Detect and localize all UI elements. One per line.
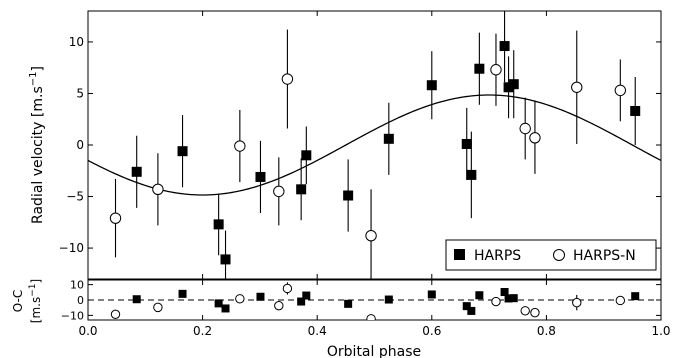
harps-n-point xyxy=(615,295,626,306)
harps-point xyxy=(631,292,640,301)
legend-harps-label: HARPS xyxy=(474,248,521,264)
harps-point xyxy=(221,304,230,313)
harps-point xyxy=(462,302,471,311)
harps-n-point xyxy=(572,297,582,308)
harps-n-point xyxy=(153,302,163,313)
harps-point xyxy=(255,171,266,182)
y-tick-label: −10 xyxy=(61,309,84,322)
harps-n-point xyxy=(520,306,530,316)
harps-point xyxy=(500,288,509,296)
legend-harps-n-marker xyxy=(553,249,565,261)
y-tick-label: 5 xyxy=(76,86,84,100)
harps-point xyxy=(132,295,141,304)
harps-point xyxy=(296,184,307,195)
harps-point xyxy=(499,41,510,52)
harps-n-point xyxy=(110,309,121,320)
x-axis-label: Orbital phase xyxy=(327,344,421,358)
harps-point xyxy=(213,219,224,230)
x-tick-label: 0.2 xyxy=(193,324,212,338)
plot-area xyxy=(88,11,661,279)
y-axis-label: Radial velocity [m.s−1] xyxy=(28,66,46,224)
harps-n-point xyxy=(235,294,245,304)
harps-point xyxy=(301,150,312,161)
residual-y-label: O-C xyxy=(11,290,25,313)
harps-n-point xyxy=(571,81,583,93)
x-tick-label: 0.0 xyxy=(78,324,97,338)
harps-point xyxy=(178,289,187,298)
y-tick-label: −10 xyxy=(59,241,84,255)
residuals-panel: 0.0 0.2 0.4 0.6 0.8 1.0 −10 0 10 O-C [m.s−1] xyxy=(11,279,671,338)
legend-box xyxy=(445,239,657,271)
harps-point xyxy=(630,105,641,116)
harps-n-point xyxy=(530,307,540,318)
harps-point xyxy=(220,254,231,265)
harps-point xyxy=(343,190,354,201)
harps-point xyxy=(131,166,142,177)
y-tick-label: 10 xyxy=(70,279,84,292)
harps-n-point xyxy=(491,296,501,307)
harps-n-point xyxy=(234,140,246,152)
harps-point xyxy=(503,82,514,93)
harps-point xyxy=(467,306,476,315)
legend-harps-marker xyxy=(454,249,465,260)
harps-n-point xyxy=(490,64,502,76)
harps-point xyxy=(461,138,472,149)
harps-n-point xyxy=(614,84,627,97)
harps-point xyxy=(509,294,518,303)
x-tick-label: 0.4 xyxy=(308,324,327,338)
harps-point xyxy=(302,291,311,300)
harps-point xyxy=(256,292,265,301)
y-tick-label: 0 xyxy=(76,138,84,152)
x-tick-label: 0.6 xyxy=(422,324,441,338)
y-tick-label: 0 xyxy=(77,294,84,307)
harps-point xyxy=(427,290,436,299)
harps-point xyxy=(466,169,477,180)
harps-point xyxy=(508,79,519,90)
residual-y-unit: [m.s−1] xyxy=(28,279,43,323)
harps-n-point xyxy=(274,300,284,311)
harps-point xyxy=(384,295,393,304)
harps-n-point xyxy=(366,314,376,320)
harps-point xyxy=(214,299,223,308)
y-tick-label: −5 xyxy=(66,190,84,204)
harps-n-point xyxy=(282,283,293,294)
harps-n-point xyxy=(152,183,164,196)
harps-point xyxy=(177,146,188,157)
harps-n-point xyxy=(109,212,122,224)
harps-point xyxy=(504,294,513,303)
harps-n-point xyxy=(365,230,377,242)
harps-point xyxy=(426,80,437,91)
harps-point xyxy=(297,297,306,306)
harps-n-point xyxy=(281,73,294,85)
harps-n-point xyxy=(519,122,531,135)
x-tick-label: 0.8 xyxy=(537,324,556,338)
harps-point xyxy=(475,291,484,300)
harps-point xyxy=(383,133,394,144)
plot-area xyxy=(88,282,661,320)
model-curve xyxy=(88,94,661,196)
legend: HARPS HARPS-N xyxy=(445,239,657,271)
x-tick-label: 1.0 xyxy=(651,324,670,338)
legend-harps-n-label: HARPS-N xyxy=(573,248,636,264)
harps-point xyxy=(344,299,353,308)
harps-point xyxy=(474,63,485,74)
y-tick-label: 10 xyxy=(69,35,84,49)
harps-n-point xyxy=(529,132,541,144)
harps-n-point xyxy=(273,185,285,198)
